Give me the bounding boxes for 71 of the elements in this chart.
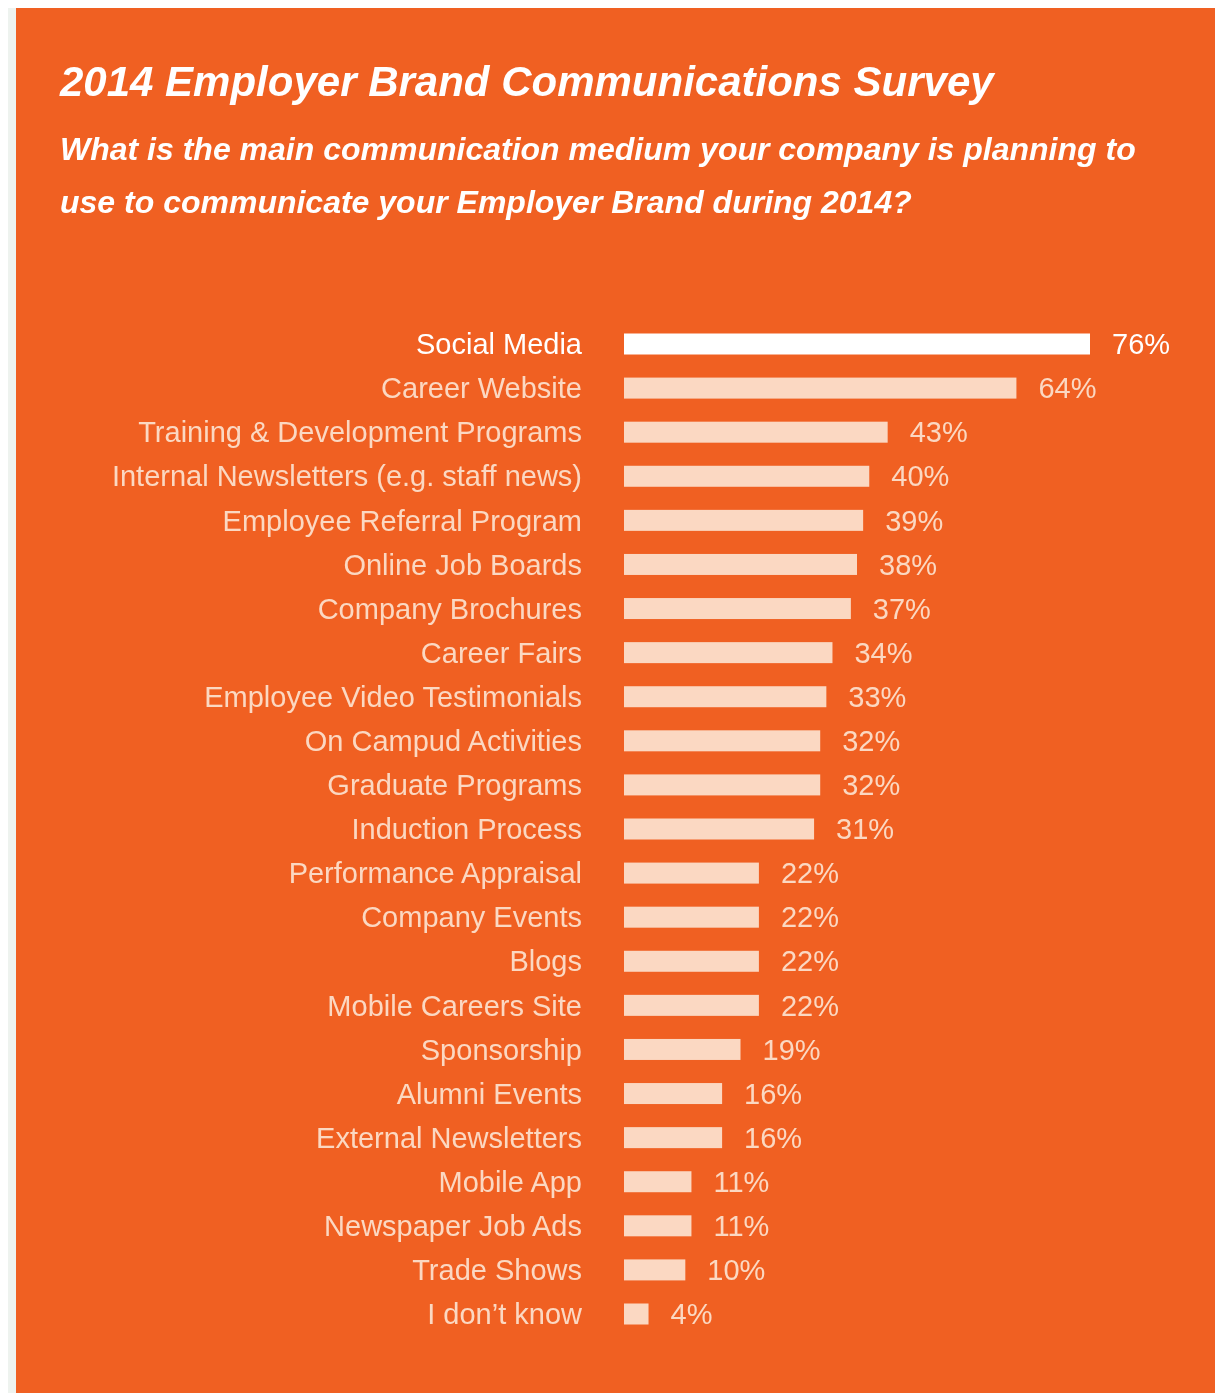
data-label: 64% <box>1038 372 1097 405</box>
bar <box>624 862 759 884</box>
y-tick-label: On Campud Activities <box>304 724 582 757</box>
data-label: 33% <box>848 680 907 713</box>
y-tick-label: Newspaper Job Ads <box>324 1209 582 1242</box>
chart-subtitle: What is the main communication medium your company is planning to use to communicate your Employer Brand during 2014? <box>60 131 1136 220</box>
y-tick-label: Internal Newsletters (e.g. staff news) <box>111 460 582 493</box>
bar <box>624 774 821 796</box>
data-label: 39% <box>885 504 944 537</box>
y-tick-label: Induction Process <box>351 813 582 846</box>
bar <box>624 553 857 575</box>
bar <box>624 950 759 972</box>
y-tick-label: Sponsorship <box>420 1033 582 1066</box>
y-tick-label: Social Media <box>415 328 583 361</box>
data-label: 40% <box>891 460 950 493</box>
data-label: 4% <box>670 1298 713 1331</box>
data-label: 22% <box>780 857 839 890</box>
data-label: 31% <box>836 813 895 846</box>
y-tick-label: Trade Shows <box>412 1254 582 1287</box>
y-tick-label: Mobile Careers Site <box>327 989 582 1022</box>
bar <box>624 509 864 531</box>
bar <box>624 686 827 708</box>
bar <box>624 465 870 487</box>
bar <box>624 1127 723 1149</box>
y-tick-label: Performance Appraisal <box>288 857 582 890</box>
data-label: 22% <box>780 989 839 1022</box>
y-tick-label: Employee Video Testimonials <box>204 680 582 713</box>
bar <box>624 1215 692 1237</box>
y-tick-label: Mobile App <box>438 1165 582 1198</box>
bar <box>624 421 888 443</box>
data-label: 11% <box>713 1165 770 1198</box>
data-label: 10% <box>707 1254 766 1287</box>
data-label: 34% <box>854 636 913 669</box>
data-label: 11% <box>713 1209 770 1242</box>
data-label: 32% <box>842 769 901 802</box>
data-label: 32% <box>842 724 901 757</box>
y-tick-label: Online Job Boards <box>343 548 582 581</box>
y-tick-label: Career Fairs <box>420 636 582 669</box>
data-label: 43% <box>909 416 968 449</box>
bar <box>624 642 833 664</box>
bar <box>624 1303 649 1325</box>
data-label: 37% <box>872 592 931 625</box>
data-label: 16% <box>744 1121 803 1154</box>
y-tick-label: External Newsletters <box>316 1121 582 1154</box>
bar <box>624 1259 686 1281</box>
bar <box>624 1083 723 1105</box>
data-label: 22% <box>780 901 839 934</box>
y-tick-label: Alumni Events <box>396 1077 582 1110</box>
y-tick-label: I don’t know <box>427 1298 584 1331</box>
data-label: 16% <box>744 1077 803 1110</box>
bar <box>624 906 759 928</box>
data-label: 19% <box>762 1033 821 1066</box>
bar <box>624 1038 741 1060</box>
bar <box>624 1171 692 1193</box>
y-tick-label: Training & Development Programs <box>138 416 582 449</box>
bar <box>624 818 815 840</box>
data-label: 22% <box>780 945 839 978</box>
bar <box>624 598 851 620</box>
chart-title: 2014 Employer Brand Communications Survey <box>59 58 997 105</box>
bar <box>624 730 821 752</box>
bar <box>624 377 1017 399</box>
y-tick-label: Employee Referral Program <box>222 504 582 537</box>
bar <box>624 994 759 1016</box>
y-tick-label: Graduate Programs <box>327 769 582 802</box>
y-tick-label: Company Brochures <box>317 592 582 625</box>
data-label: 76% <box>1112 328 1171 361</box>
y-tick-label: Blogs <box>509 945 582 978</box>
y-tick-label: Career Website <box>381 372 582 405</box>
y-tick-label: Company Events <box>361 901 582 934</box>
data-label: 38% <box>879 548 938 581</box>
bar <box>624 333 1090 355</box>
